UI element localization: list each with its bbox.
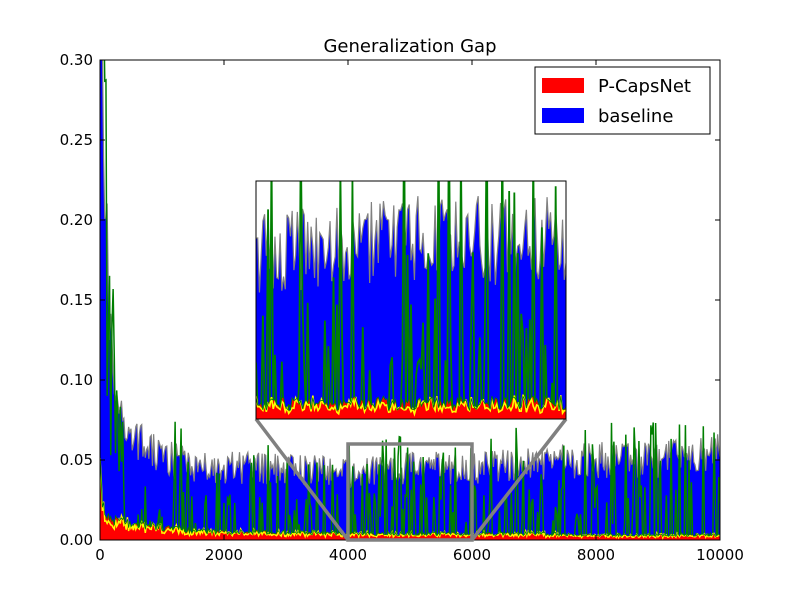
- x-tick-label: 4000: [329, 546, 367, 564]
- y-tick-label: 0.15: [60, 291, 93, 309]
- inset-baseline-green-line: [256, 181, 566, 419]
- inset-p-capsnet-edge-line: [256, 394, 566, 412]
- y-tick-label: 0.25: [60, 131, 93, 149]
- y-tick-label: 0.00: [60, 531, 93, 549]
- baseline-area: [100, 60, 720, 540]
- y-tick-label: 0.05: [60, 451, 93, 469]
- x-tick-label: 0: [95, 546, 105, 564]
- x-axis: 0 2000 4000 6000 8000 10000: [95, 60, 744, 564]
- y-tick-label: 0.20: [60, 211, 93, 229]
- y-tick-label: 0.10: [60, 371, 93, 389]
- legend: P-CapsNet baseline: [534, 66, 711, 135]
- inset-p-capsnet-area: [256, 396, 566, 419]
- chart-title: Generalization Gap: [323, 36, 496, 57]
- legend-swatch-p-capsnet: [542, 78, 584, 93]
- p-capsnet-edge-line: [100, 452, 720, 538]
- inset-frame: [255, 180, 567, 420]
- legend-label-p-capsnet: P-CapsNet: [598, 76, 691, 97]
- x-tick-label: 10000: [696, 546, 744, 564]
- y-tick-label: 0.30: [60, 51, 93, 69]
- y-axis: 0.00 0.05 0.10 0.15 0.20 0.25 0.30: [60, 51, 720, 549]
- legend-swatch-baseline: [542, 108, 584, 123]
- x-tick-label: 6000: [453, 546, 491, 564]
- inset-p-capsnet-yellow-line: [256, 394, 566, 417]
- baseline-gray-line: [101, 60, 720, 488]
- zoom-connector-left: [254, 417, 350, 542]
- zoom-indicator: [254, 417, 568, 542]
- inset-plot-data: [256, 181, 566, 419]
- zoom-connector-right: [470, 417, 568, 542]
- x-tick-label: 2000: [205, 546, 243, 564]
- x-tick-label: 8000: [577, 546, 615, 564]
- zoom-region-box: [346, 442, 474, 542]
- main-plot-data: [100, 60, 720, 540]
- legend-label-baseline: baseline: [598, 106, 673, 127]
